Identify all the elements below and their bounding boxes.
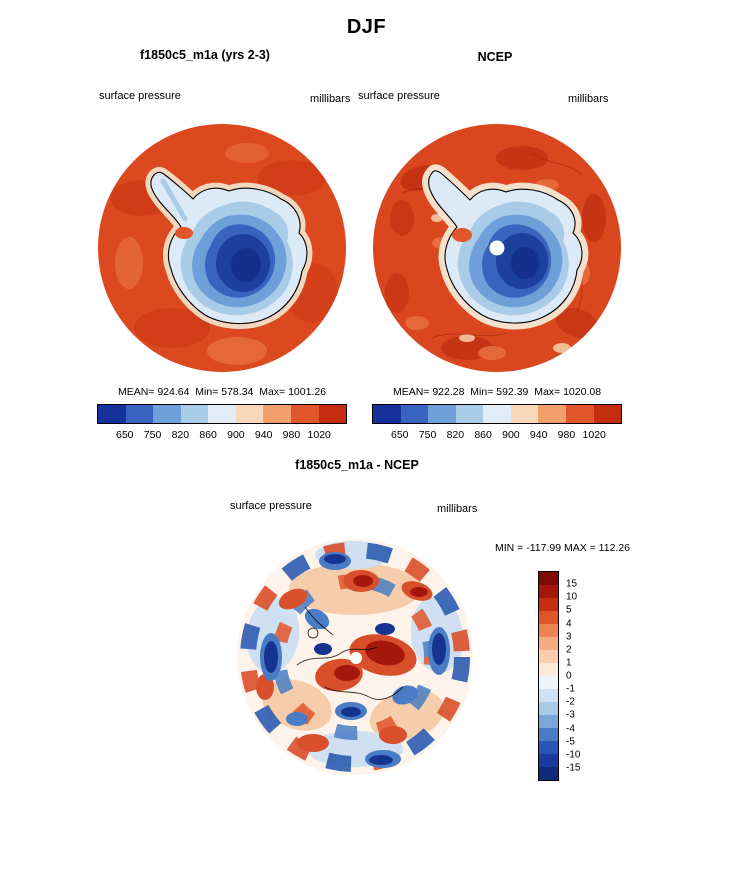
colorbar-tick-label: 4 (566, 618, 572, 629)
colorbar-ticks-ncep: 650 750 820 860 900 940 980 1020 (372, 429, 622, 443)
colorbar-tick-label: 650 (116, 429, 134, 441)
colorbar-segment (539, 728, 558, 741)
season-title: DJF (346, 16, 387, 38)
colorbar-segment (428, 405, 456, 423)
colorbar-segment (208, 405, 236, 423)
diff-minmax-label: MIN = -117.99 MAX = 112.26 (495, 542, 631, 554)
stats-line-ncep: MEAN= 922.28 Min= 592.39 Max= 1020.08 (392, 386, 602, 398)
colorbar-segment (400, 405, 429, 423)
panel-title-ncep: NCEP (477, 50, 513, 64)
colorbar-segment (290, 405, 319, 423)
colorbar-segment (263, 405, 291, 423)
colorbar-tick-label: 2 (566, 644, 572, 656)
polar-map-model (98, 124, 346, 372)
colorbar-tick-label: 980 (557, 429, 576, 441)
weddell-intrusion (175, 227, 193, 239)
colorbar-segment (539, 585, 558, 598)
colorbar-ticks-model: 650 750 820 860 900 940 980 1020 (97, 429, 347, 443)
colorbar-segment (455, 405, 484, 423)
colorbar-tick-label: -1 (566, 683, 575, 695)
colorbar-segment (539, 767, 558, 780)
colorbar-segment (538, 405, 566, 423)
colorbar-segment (318, 405, 347, 423)
colorbar-tick-label: 750 (143, 429, 162, 441)
colorbar-tick-label: -4 (566, 723, 575, 734)
colorbar-tick-label: 1020 (307, 429, 331, 441)
colorbar-segment (539, 741, 558, 754)
polar-map-diff (237, 539, 473, 775)
colorbar-segment (539, 715, 558, 728)
colorbar-segment (98, 405, 126, 423)
colorbar-segment (539, 676, 558, 689)
colorbar-ticks-diff: 15 10 5 4 3 2 1 0 -1 -2 -3 -4 -5 -10 -15 (566, 571, 596, 781)
colorbar-tick-label: 900 (227, 429, 245, 441)
pole-missing-data-dot (350, 652, 362, 664)
field-label-ncep: surface pressure (358, 90, 440, 102)
colorbar-segment (539, 572, 558, 585)
weddell-intrusion (452, 228, 472, 242)
panel-title-model: f1850c5_m1a (yrs 2-3) (140, 48, 270, 62)
colorbar-segment (235, 405, 264, 423)
field-label-model: surface pressure (99, 90, 181, 102)
colorbar-tick-label: 10 (566, 591, 578, 603)
colorbar-segment (539, 611, 558, 624)
colorbar-tick-label: -5 (566, 736, 575, 748)
colorbar-segment (539, 624, 558, 637)
colorbar-segment (539, 702, 558, 715)
colorbar-ncep (372, 404, 622, 424)
colorbar-tick-label: -3 (566, 709, 575, 721)
colorbar-tick-label: 820 (171, 429, 190, 441)
colorbar-tick-label: -15 (566, 762, 581, 774)
colorbar-segment (539, 689, 558, 702)
colorbar-tick-label: 3 (566, 631, 572, 643)
colorbar-tick-label: 1020 (582, 429, 606, 441)
colorbar-segment (373, 405, 401, 423)
colorbar-tick-label: 940 (254, 429, 273, 441)
colorbar-tick-label: -10 (566, 749, 581, 761)
units-label-diff: millibars (437, 503, 478, 515)
colorbar-diff (538, 571, 559, 781)
colorbar-segment (483, 405, 511, 423)
polar-map-ncep (373, 124, 621, 372)
colorbar-tick-label: 940 (529, 429, 548, 441)
colorbar-tick-label: 900 (502, 429, 520, 441)
stats-line-model: MEAN= 924.64 Min= 578.34 Max= 1001.26 (117, 386, 327, 398)
colorbar-tick-label: 650 (391, 429, 409, 441)
colorbar-tick-label: 5 (566, 604, 572, 616)
diff-positive-anomalies (256, 570, 433, 752)
ice-sheet-pressure-contours (457, 201, 569, 316)
colorbar-model (97, 404, 347, 424)
colorbar-tick-label: 15 (566, 578, 578, 590)
ice-sheet-pressure-contours (180, 201, 293, 316)
diff-title: f1850c5_m1a - NCEP (295, 458, 419, 472)
colorbar-tick-label: 980 (282, 429, 301, 441)
colorbar-tick-label: 860 (199, 429, 217, 441)
colorbar-segment (539, 637, 558, 650)
colorbar-segment (180, 405, 209, 423)
antarctica-coastline-overlay (296, 606, 404, 700)
colorbar-tick-label: 820 (446, 429, 465, 441)
peninsula-ridge (160, 178, 188, 222)
colorbar-segment (539, 650, 558, 663)
colorbar-segment (510, 405, 539, 423)
colorbar-segment (125, 405, 154, 423)
colorbar-tick-label: 1 (566, 657, 572, 669)
colorbar-tick-label: 0 (566, 670, 572, 682)
units-label-ncep: millibars (568, 93, 609, 105)
colorbar-segment (593, 405, 622, 423)
colorbar-segment (539, 598, 558, 611)
pole-missing-data-dot (489, 240, 505, 256)
colorbar-tick-label: 860 (474, 429, 492, 441)
colorbar-segment (539, 663, 558, 676)
colorbar-segment (539, 754, 558, 767)
units-label-model: millibars (310, 93, 351, 105)
field-label-diff: surface pressure (230, 500, 312, 512)
colorbar-segment (565, 405, 594, 423)
diff-negative-anomalies (260, 552, 450, 768)
colorbar-tick-label: 750 (418, 429, 437, 441)
colorbar-segment (153, 405, 181, 423)
colorbar-tick-label: -2 (566, 696, 575, 708)
